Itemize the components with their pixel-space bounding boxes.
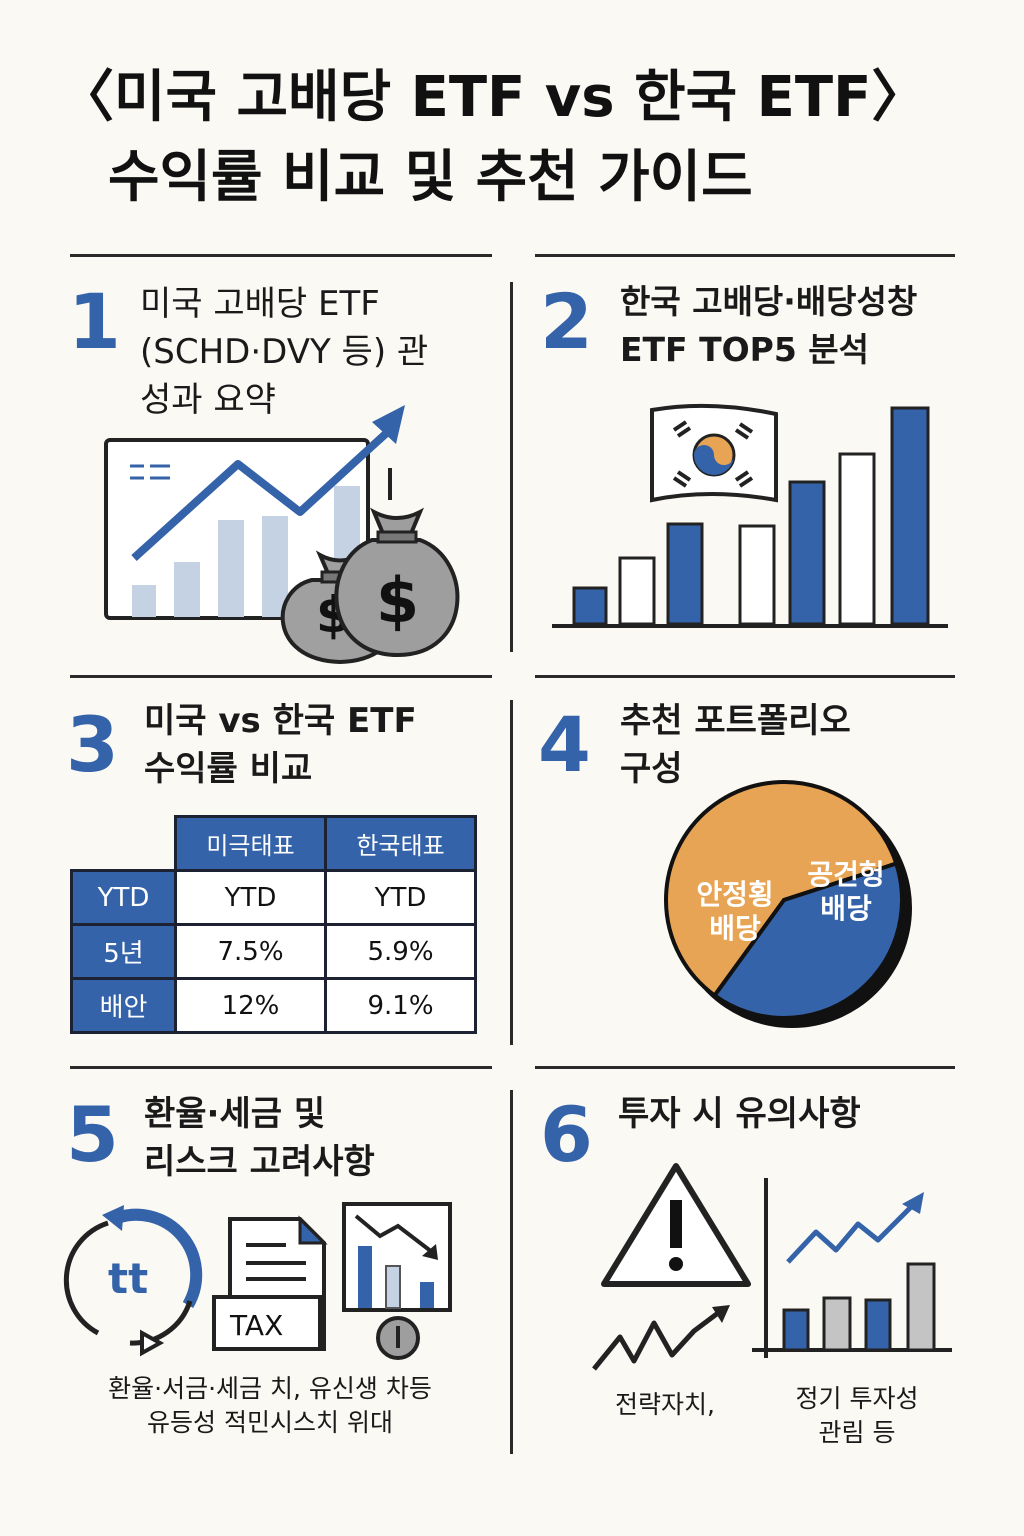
divider-row2-left xyxy=(70,675,492,678)
svg-text:$: $ xyxy=(376,564,419,637)
declining-chart-icon xyxy=(342,1202,452,1360)
section-3-number: 3 xyxy=(66,700,119,789)
table-row: 5년 7.5% 5.9% xyxy=(70,923,477,980)
pie-slice xyxy=(711,861,904,1020)
table-header-us: 미극태표 xyxy=(174,815,327,872)
pie-slice xyxy=(664,780,899,999)
row-label: YTD xyxy=(70,869,177,926)
returns-comparison-table: 미극태표 한국태표 YTD YTD YTD 5년 7.5% 5.9% 배안 12… xyxy=(70,815,477,1034)
caution-caption-left: 전략자치, xyxy=(615,1390,715,1419)
section-2-title: 한국 고배당·배당성창 ETF TOP5 분석 xyxy=(620,282,918,369)
title-line-2: 수익률 비교 및 추천 가이드 xyxy=(108,145,753,210)
table-cell: 9.1% xyxy=(324,977,477,1034)
risk-caption: 환율·서금·세금 치, 유신생 차등 유등성 적민시스치 위대 xyxy=(108,1374,432,1437)
table-cell: 7.5% xyxy=(174,923,327,980)
table-header-row: 미극태표 한국태표 xyxy=(72,815,477,872)
table-cell: 12% xyxy=(174,977,327,1034)
table-header-kr: 한국태표 xyxy=(324,815,477,872)
divider-row2-right xyxy=(535,675,955,678)
section-6-title: 투자 시 유의사항 xyxy=(618,1094,861,1134)
divider-vertical-1 xyxy=(510,282,513,652)
growth-chart-icon xyxy=(752,1178,952,1358)
pie-label-growth: 공건헝 배당 xyxy=(807,858,885,925)
section-4-title: 추천 포트폴리오 구성 xyxy=(620,701,851,789)
trend-up-arrow-icon xyxy=(592,1305,730,1371)
warning-icon xyxy=(601,1163,751,1287)
divider-row1-left xyxy=(70,254,492,257)
pie-label-stable: 안정횡 배당 xyxy=(696,878,774,945)
section-3-title: 미국 vs 한국 ETF 수익률 비교 xyxy=(144,701,417,789)
page-title: 〈미국 고배당 ETF vs 한국 ETF〉 수익률 비교 및 추천 가이드 xyxy=(0,58,1024,218)
svg-text:TAX: TAX xyxy=(229,1309,283,1342)
section-1-title: 미국 고배당 ETF (SCHD·DVY 등) 관 성과 요약 xyxy=(140,284,429,420)
section-5-number: 5 xyxy=(66,1090,119,1179)
section-5-title: 환율·세금 및 리스크 고려사항 xyxy=(144,1094,375,1182)
tax-document-icon: TAX xyxy=(212,1215,328,1351)
currency-exchange-icon: tt xyxy=(63,1205,203,1357)
table-row: 배안 12% 9.1% xyxy=(70,977,477,1034)
korean-flag-bar-chart-icon xyxy=(552,403,948,628)
table-cell: YTD xyxy=(324,869,477,926)
caution-caption-right: 정기 투자성 관림 등 xyxy=(795,1384,919,1447)
divider-row1-right xyxy=(535,254,955,257)
section-2-number: 2 xyxy=(540,277,593,366)
portfolio-pie-chart xyxy=(664,780,912,1028)
divider-row3-right xyxy=(535,1066,955,1069)
title-line-1: 〈미국 고배당 ETF vs 한국 ETF〉 xyxy=(58,65,928,130)
section-4-number: 4 xyxy=(538,700,591,789)
row-label: 배안 xyxy=(70,977,177,1034)
section-6-number: 6 xyxy=(540,1090,593,1179)
chart-with-money-bags-icon: $ $ xyxy=(104,405,460,665)
divider-vertical-3 xyxy=(510,1090,513,1454)
divider-vertical-2 xyxy=(510,700,513,1045)
row-label: 5년 xyxy=(70,923,177,980)
divider-row3-left xyxy=(70,1066,492,1069)
section-1-number: 1 xyxy=(68,277,121,366)
table-row: YTD YTD YTD xyxy=(70,869,477,926)
svg-text:tt: tt xyxy=(108,1254,148,1303)
table-cell: 5.9% xyxy=(324,923,477,980)
table-cell: YTD xyxy=(174,869,327,926)
